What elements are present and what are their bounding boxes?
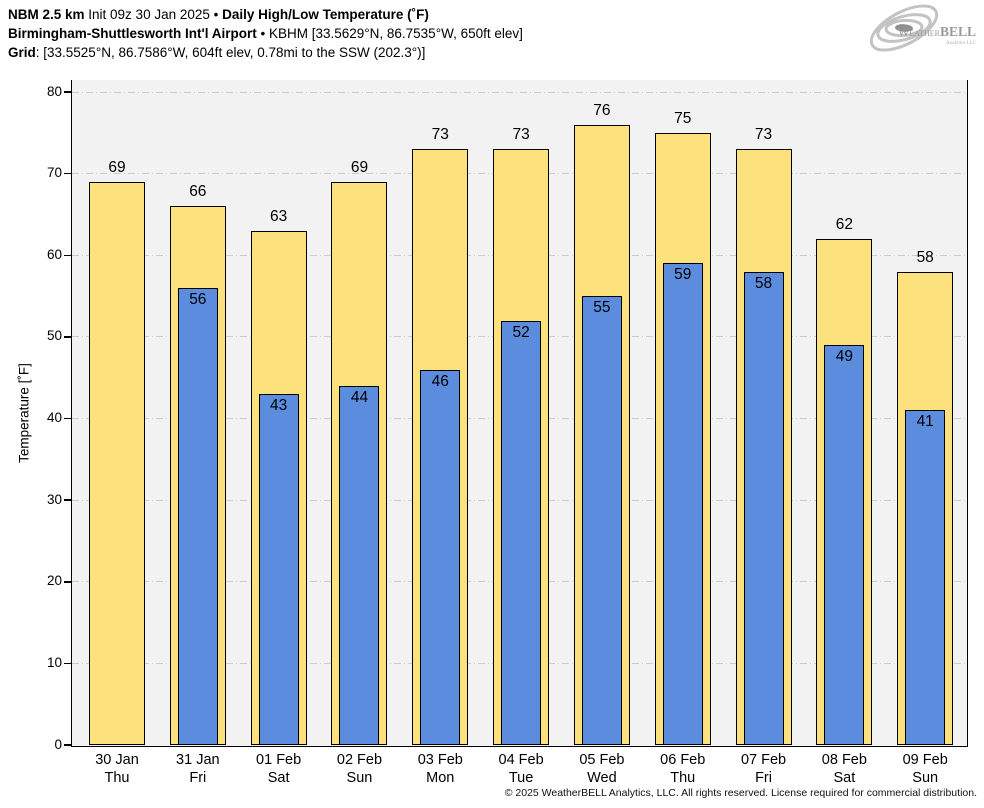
x-tick-label-day: Tue bbox=[508, 770, 534, 786]
x-tick-label-day: Wed bbox=[587, 770, 617, 786]
y-tick-label: 10 bbox=[46, 654, 62, 670]
gridline bbox=[72, 91, 966, 93]
y-tick-label: 60 bbox=[46, 246, 62, 262]
y-tick bbox=[63, 172, 72, 175]
low-bar-label: 55 bbox=[593, 299, 611, 317]
high-bar-label: 58 bbox=[916, 248, 934, 266]
x-tick-label-date: 01 Feb bbox=[256, 752, 302, 768]
grid-label: Grid bbox=[8, 45, 36, 60]
x-tick-label-date: 08 Feb bbox=[821, 752, 867, 768]
high-bar-label: 66 bbox=[189, 183, 207, 201]
logo-bell-text: BELL bbox=[940, 24, 976, 39]
x-tick-label-date: 02 Feb bbox=[336, 752, 383, 768]
low-bar-label: 43 bbox=[270, 397, 288, 414]
chart-title: Daily High/Low Temperature (˚F) bbox=[222, 7, 429, 22]
y-tick bbox=[63, 417, 72, 420]
low-bar-label: 56 bbox=[189, 290, 207, 308]
x-tick-label-date: 06 Feb bbox=[660, 752, 706, 768]
y-tick bbox=[63, 336, 72, 338]
y-tick bbox=[63, 499, 72, 501]
y-tick-label: 0 bbox=[54, 736, 62, 752]
copyright-notice: © 2025 WeatherBELL Analytics, LLC. All r… bbox=[504, 787, 977, 799]
high-bar-label: 73 bbox=[431, 126, 449, 144]
x-tick-label-date: 04 Feb bbox=[498, 752, 544, 768]
high-bar-label: 62 bbox=[835, 215, 853, 233]
low-bar bbox=[662, 263, 703, 745]
low-bar bbox=[501, 320, 542, 745]
init-time: Init 09z 30 Jan 2025 bbox=[84, 7, 214, 22]
low-bar-label: 44 bbox=[350, 388, 369, 406]
weatherbell-logo: WeatherBELL Analytics LLC bbox=[869, 4, 977, 52]
low-bar-label: 52 bbox=[512, 323, 530, 341]
low-bar bbox=[824, 345, 865, 745]
low-bar bbox=[420, 369, 461, 745]
x-tick-label-day: Sat bbox=[267, 770, 290, 786]
x-tick-label-date: 31 Jan bbox=[176, 752, 220, 768]
x-tick-label-day: Thu bbox=[670, 770, 696, 786]
y-tick-label: 50 bbox=[46, 328, 62, 344]
x-tick-label-day: Sun bbox=[346, 770, 373, 786]
high-bar-label: 73 bbox=[754, 126, 773, 144]
y-tick bbox=[63, 254, 72, 256]
high-bar-label: 63 bbox=[270, 207, 288, 225]
y-tick-label: 30 bbox=[46, 491, 62, 507]
low-bar bbox=[581, 296, 622, 745]
high-bar-label: 76 bbox=[593, 101, 611, 119]
x-tick-label-day: Sat bbox=[833, 770, 856, 786]
low-bar-label: 49 bbox=[835, 348, 853, 366]
x-tick-label-date: 05 Feb bbox=[579, 752, 625, 768]
y-tick-label: 80 bbox=[46, 83, 62, 99]
x-tick-label-date: 30 Jan bbox=[95, 752, 139, 768]
x-tick-label-day: Mon bbox=[426, 770, 455, 786]
low-bar-label: 41 bbox=[916, 413, 934, 431]
x-tick-label-date: 03 Feb bbox=[417, 752, 463, 768]
header-line-3: Grid: [33.5525°N, 86.7586°W, 604ft elev,… bbox=[8, 43, 523, 62]
y-tick bbox=[63, 581, 72, 583]
x-tick-label-day: Fri bbox=[755, 770, 772, 786]
y-tick bbox=[63, 744, 72, 746]
logo-weather-text: Weather bbox=[898, 25, 941, 39]
station-name: Birmingham-Shuttlesworth Int'l Airport bbox=[8, 26, 257, 41]
low-bar-label: 46 bbox=[431, 372, 449, 390]
x-tick-label-date: 07 Feb bbox=[740, 752, 787, 768]
low-bar bbox=[177, 287, 218, 745]
y-tick-label: 70 bbox=[46, 165, 62, 181]
logo-wordmark: WeatherBELL bbox=[898, 24, 976, 39]
bullet-separator: • bbox=[256, 26, 269, 41]
header-line-1: NBM 2.5 km Init 09z 30 Jan 2025 • Daily … bbox=[8, 5, 523, 24]
low-bar-label: 59 bbox=[674, 266, 692, 284]
x-tick-label-day: Sun bbox=[912, 770, 939, 786]
grid-info: : [33.5525°N, 86.7586°W, 604ft elev, 0.7… bbox=[35, 45, 426, 60]
high-bar-label: 69 bbox=[350, 158, 369, 176]
y-tick-label: 20 bbox=[46, 573, 62, 589]
x-tick-label-day: Fri bbox=[189, 770, 207, 786]
y-tick-label: 40 bbox=[46, 410, 62, 425]
high-bar bbox=[89, 181, 145, 745]
high-bar-label: 69 bbox=[108, 158, 126, 176]
hurricane-swirl-icon bbox=[869, 4, 939, 52]
low-bar-label: 58 bbox=[754, 274, 773, 292]
high-bar-label: 75 bbox=[674, 109, 692, 127]
y-tick bbox=[63, 662, 72, 665]
low-bar bbox=[339, 385, 380, 745]
logo-subtitle: Analytics LLC bbox=[946, 41, 977, 46]
header-line-2: Birmingham-Shuttlesworth Int'l Airport •… bbox=[8, 24, 523, 43]
station-info: KBHM [33.5629°N, 86.7535°W, 650ft elev] bbox=[268, 26, 523, 41]
x-tick-label-date: 09 Feb bbox=[902, 752, 948, 768]
y-tick bbox=[63, 91, 72, 93]
x-tick-label-day: Thu bbox=[104, 770, 130, 786]
bullet-separator: • bbox=[213, 7, 223, 22]
low-bar bbox=[258, 394, 299, 745]
low-bar bbox=[905, 410, 946, 745]
high-bar-label: 73 bbox=[512, 126, 530, 144]
chart-header: NBM 2.5 km Init 09z 30 Jan 2025 • Daily … bbox=[8, 5, 523, 62]
low-bar bbox=[743, 271, 784, 745]
model-name: NBM 2.5 km bbox=[8, 7, 85, 22]
